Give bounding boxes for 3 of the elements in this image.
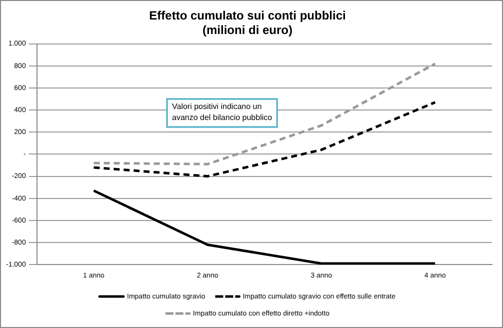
annotation: Valori positivi indicano un avanzo del bilancio pubblico [172,102,273,122]
chart-title: Effetto cumulato sui conti pubblici (milioni di euro) [149,8,346,37]
line-series [92,101,436,178]
